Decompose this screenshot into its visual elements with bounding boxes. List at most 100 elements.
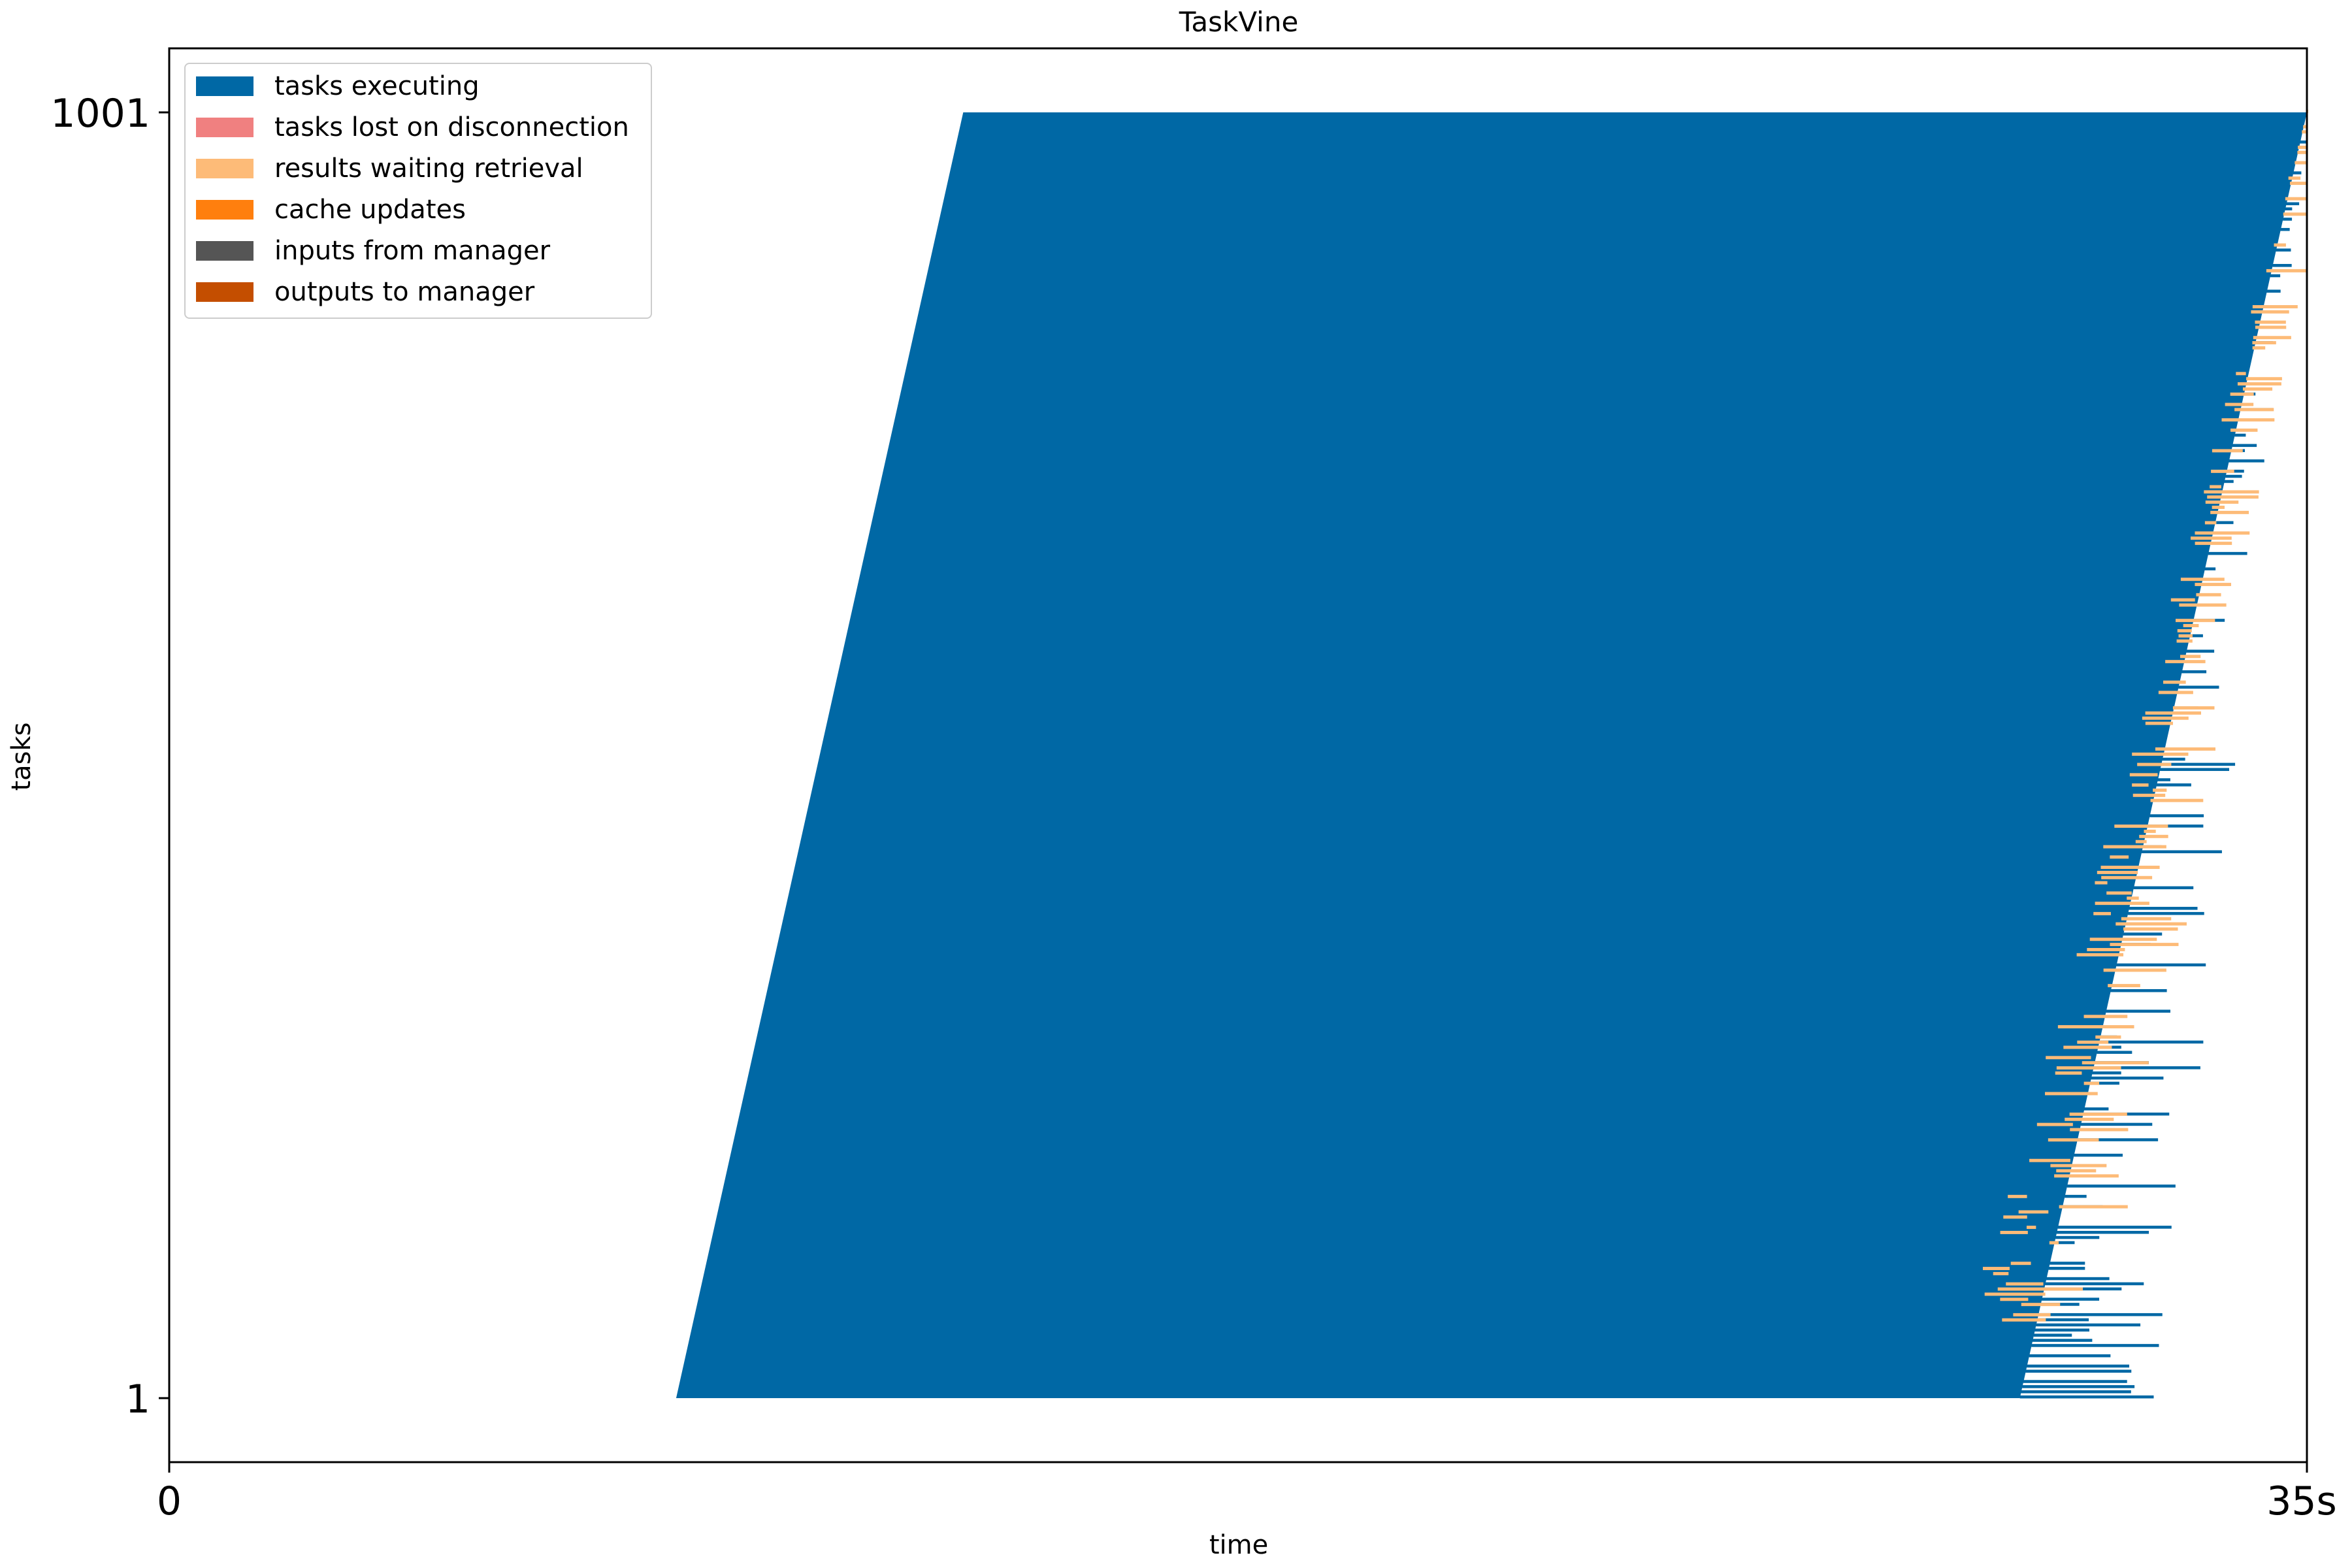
executing-bar [2032,1339,2093,1342]
waiting-bar [2132,752,2189,756]
waiting-bar [2070,1128,2129,1132]
waiting-bar [2000,1230,2028,1234]
waiting-bar [2059,1205,2128,1209]
waiting-bar [2252,341,2276,345]
waiting-bar [2046,1056,2091,1060]
executing-bar [2157,778,2170,781]
waiting-bar [2057,1025,2134,1029]
legend-item-cache-updates: cache updates [196,190,466,229]
executing-bar [2189,634,2203,638]
waiting-bar [2195,583,2231,587]
waiting-bar [2106,891,2132,895]
executing-bar [2293,171,2302,174]
waiting-bar [2207,495,2259,499]
waiting-bar [2069,1112,2127,1116]
waiting-bar [2036,1122,2073,1126]
waiting-bar [2155,747,2215,751]
waiting-bar [2211,469,2234,473]
waiting-bar [2089,938,2157,941]
executing-bar [2116,963,2206,967]
waiting-bar [2076,953,2124,956]
waiting-bar [2018,1210,2049,1214]
waiting-bar [1984,1292,2046,1296]
waiting-bar [2274,243,2286,247]
waiting-bar [2142,716,2189,720]
waiting-bar [2298,145,2307,149]
executing-bar [2178,685,2219,689]
waiting-bar [2230,392,2254,396]
legend-label: results waiting retrieval [274,154,583,184]
waiting-bar [1993,1271,2009,1275]
waiting-bar [2087,948,2125,951]
legend-label: inputs from manager [274,236,551,266]
waiting-bar [2210,485,2221,489]
executing-bar [2097,1051,2132,1054]
waiting-bar [2179,603,2227,607]
waiting-bar [2103,968,2166,972]
waiting-bar [2006,1282,2044,1286]
executing-bar [2050,1262,2085,1265]
waiting-bar [2253,336,2291,340]
executing-bar [2080,1122,2153,1126]
waiting-bar [2165,660,2206,664]
legend-swatch [196,118,253,137]
executing-bar [2270,274,2281,278]
waiting-bar [2048,1138,2099,1142]
legend-label: outputs to manager [274,277,535,307]
waiting-bar [2297,150,2307,154]
waiting-bar [2285,197,2307,201]
waiting-bar [2266,269,2307,272]
legend-item-tasks-lost: tasks lost on disconnection [196,108,629,147]
waiting-bar [2054,1174,2119,1178]
executing-bar [2036,1323,2141,1327]
waiting-bar [2183,624,2199,628]
waiting-bar [2013,1313,2051,1316]
chart-marks [676,109,2308,1399]
executing-bar [2021,1390,2131,1394]
waiting-bar [2115,922,2187,926]
waiting-bar [2144,829,2156,833]
executing-bar [2226,469,2244,473]
legend-swatch [196,76,253,96]
waiting-bar [2083,1081,2100,1085]
waiting-bar [2246,377,2282,381]
waiting-bar [1982,1267,2010,1271]
waiting-bar [2050,1164,2107,1168]
executing-bar [2225,474,2242,478]
waiting-bar [2049,1241,2059,1245]
executing-bar [2089,1081,2119,1085]
y-axis-label: tasks [7,722,37,791]
waiting-bar [2056,1169,2097,1173]
x-tick-label-35s: 35s [2266,1478,2337,1524]
waiting-bar [2010,1262,2031,1266]
executing-bar [2033,1333,2072,1337]
waiting-bar [2065,1117,2114,1121]
executing-bar [2074,1153,2123,1157]
waiting-bar [2093,911,2111,915]
waiting-bar [2255,325,2287,329]
executing-bar [2272,264,2292,267]
waiting-bar [2114,825,2168,828]
legend-swatch [196,241,253,261]
waiting-bar [2000,1298,2029,1301]
executing-bar [2156,783,2191,787]
waiting-bar [2180,578,2225,581]
executing-bar [2025,1369,2132,1373]
executing-bar [2127,911,2204,915]
waiting-bar [2129,773,2158,777]
executing-bar [2029,1354,2111,1358]
axes: 0 35s 1 1001 TaskVine time tasks [7,6,2337,1560]
executing-bar [2232,444,2257,448]
waiting-bar [2172,706,2215,710]
waiting-bar [2178,634,2193,638]
waiting-bar [2195,531,2250,535]
x-axis-label: time [1209,1530,1268,1560]
executing-bar [2147,825,2204,828]
executing-bar [2022,1385,2135,1388]
waiting-bar [2095,902,2149,906]
executing-bar [2106,1009,2171,1013]
waiting-bar [2242,387,2273,391]
legend-item-inputs-from-manager: inputs from manager [196,231,550,270]
waiting-bar [2132,783,2149,787]
executing-bar [2055,1235,2100,1239]
